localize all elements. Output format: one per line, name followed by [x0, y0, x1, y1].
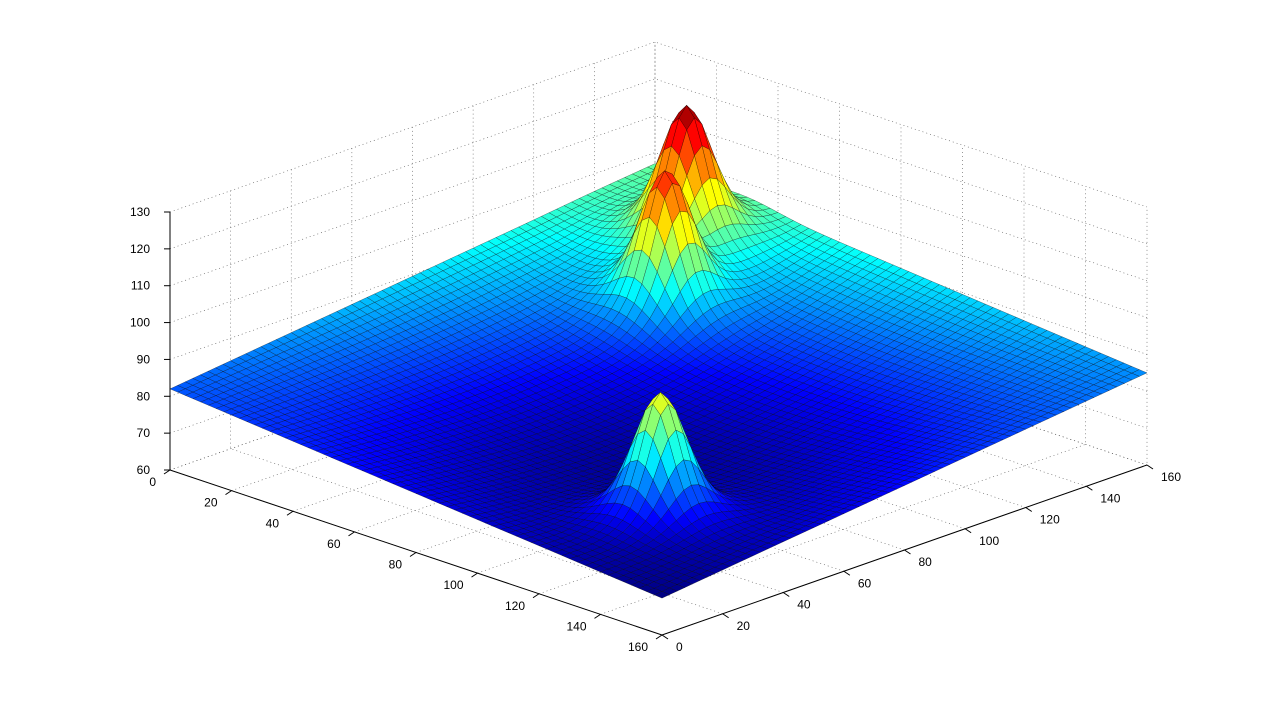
y-tick-mark: [904, 549, 911, 555]
x-tick-label: 100: [443, 578, 463, 592]
x-tick-mark: [532, 593, 540, 599]
z-tick-label: 60: [137, 463, 151, 477]
x-tick-mark: [409, 552, 417, 557]
x-tick-label: 0: [149, 475, 156, 489]
y-tick-label: 120: [1040, 513, 1060, 527]
z-tick-label: 120: [130, 242, 150, 256]
x-tick-mark: [655, 634, 663, 640]
y-tick-label: 100: [979, 534, 999, 548]
y-tick-mark: [661, 634, 669, 640]
y-tick-label: 80: [919, 555, 933, 569]
z-tick-label: 80: [137, 389, 151, 403]
x-tick-label: 140: [566, 619, 586, 633]
y-tick-mark: [722, 613, 729, 619]
z-tick-label: 70: [137, 426, 151, 440]
z-tick-label: 100: [130, 316, 150, 330]
grid-line-y: [230, 190, 723, 615]
x-tick-mark: [286, 510, 294, 516]
y-tick-mark: [1025, 507, 1033, 512]
x-tick-mark: [348, 531, 355, 537]
z-tick-label: 110: [131, 279, 150, 293]
z-tick-label: 130: [130, 205, 150, 219]
x-tick-label: 80: [389, 558, 403, 572]
x-tick-label: 60: [327, 537, 341, 551]
y-tick-mark: [1086, 485, 1093, 491]
y-tick-mark: [964, 528, 972, 534]
x-tick-label: 120: [505, 599, 525, 613]
x-tick-label: 40: [266, 516, 280, 530]
z-tick-label: 90: [137, 352, 151, 366]
x-tick-label: 20: [204, 496, 218, 510]
surface-mesh: [169, 104, 1148, 599]
y-tick-label: 0: [676, 640, 683, 654]
y-tick-label: 40: [797, 598, 811, 612]
y-tick-mark: [843, 570, 851, 576]
x-tick-mark: [594, 613, 601, 619]
y-tick-mark: [1146, 464, 1154, 470]
y-tick-mark: [782, 592, 790, 597]
y-tick-label: 60: [858, 576, 872, 590]
x-tick-mark: [163, 469, 171, 475]
y-tick-label: 160: [1161, 470, 1181, 484]
y-tick-label: 140: [1100, 491, 1120, 505]
x-tick-label: 160: [628, 640, 648, 654]
y-tick-label: 20: [737, 619, 751, 633]
x-tick-mark: [471, 572, 478, 578]
x-tick-mark: [225, 490, 232, 496]
